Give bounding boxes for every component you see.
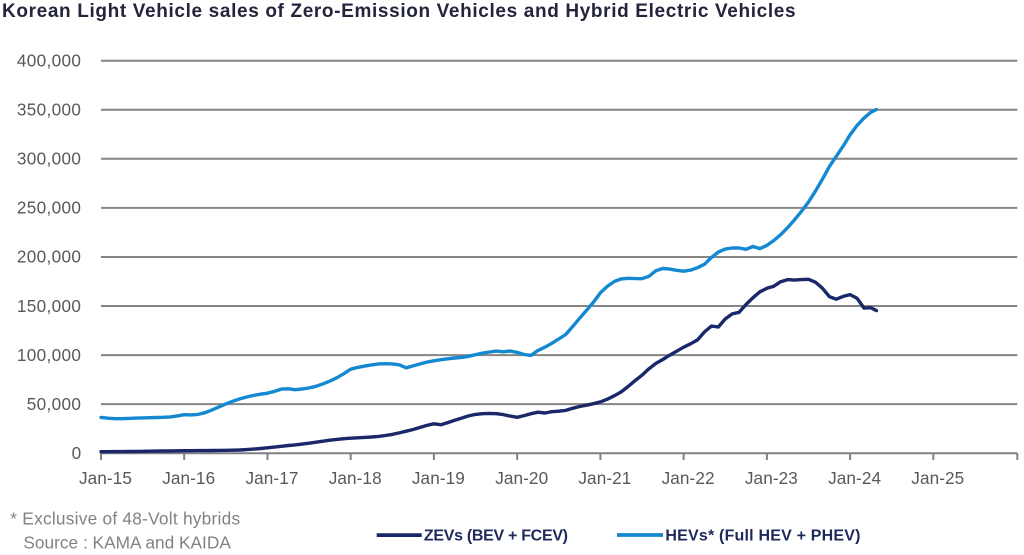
svg-text:Korean Light Vehicle sales of: Korean Light Vehicle sales of Zero-Emiss… [2, 1, 796, 22]
svg-text:Jan-19: Jan-19 [412, 468, 465, 488]
svg-text:* Exclusive of 48-Volt hybrids: * Exclusive of 48-Volt hybrids [10, 509, 240, 529]
svg-text:ZEVs (BEV + FCEV): ZEVs (BEV + FCEV) [424, 527, 568, 544]
svg-text:Jan-16: Jan-16 [162, 468, 215, 488]
svg-text:Jan-24: Jan-24 [828, 468, 881, 488]
svg-text:350,000: 350,000 [17, 100, 81, 120]
svg-text:Jan-17: Jan-17 [245, 468, 298, 488]
svg-text:Jan-15: Jan-15 [79, 468, 132, 488]
svg-text:150,000: 150,000 [17, 296, 81, 316]
svg-text:300,000: 300,000 [17, 149, 81, 169]
svg-text:400,000: 400,000 [17, 50, 81, 70]
svg-text:50,000: 50,000 [27, 394, 82, 414]
svg-text:Jan-22: Jan-22 [662, 468, 715, 488]
svg-text:Jan-18: Jan-18 [329, 468, 382, 488]
svg-text:Jan-23: Jan-23 [745, 468, 798, 488]
svg-text:HEVs* (Full HEV + PHEV): HEVs* (Full HEV + PHEV) [665, 527, 860, 544]
svg-text:Jan-21: Jan-21 [578, 468, 631, 488]
svg-text:250,000: 250,000 [17, 198, 81, 218]
svg-text:Jan-25: Jan-25 [911, 468, 964, 488]
svg-text:0: 0 [72, 443, 82, 463]
svg-text:Source : KAMA and KAIDA: Source : KAMA and KAIDA [23, 532, 231, 552]
svg-text:100,000: 100,000 [17, 345, 81, 365]
svg-text:200,000: 200,000 [17, 247, 81, 267]
svg-text:Jan-20: Jan-20 [495, 468, 548, 488]
